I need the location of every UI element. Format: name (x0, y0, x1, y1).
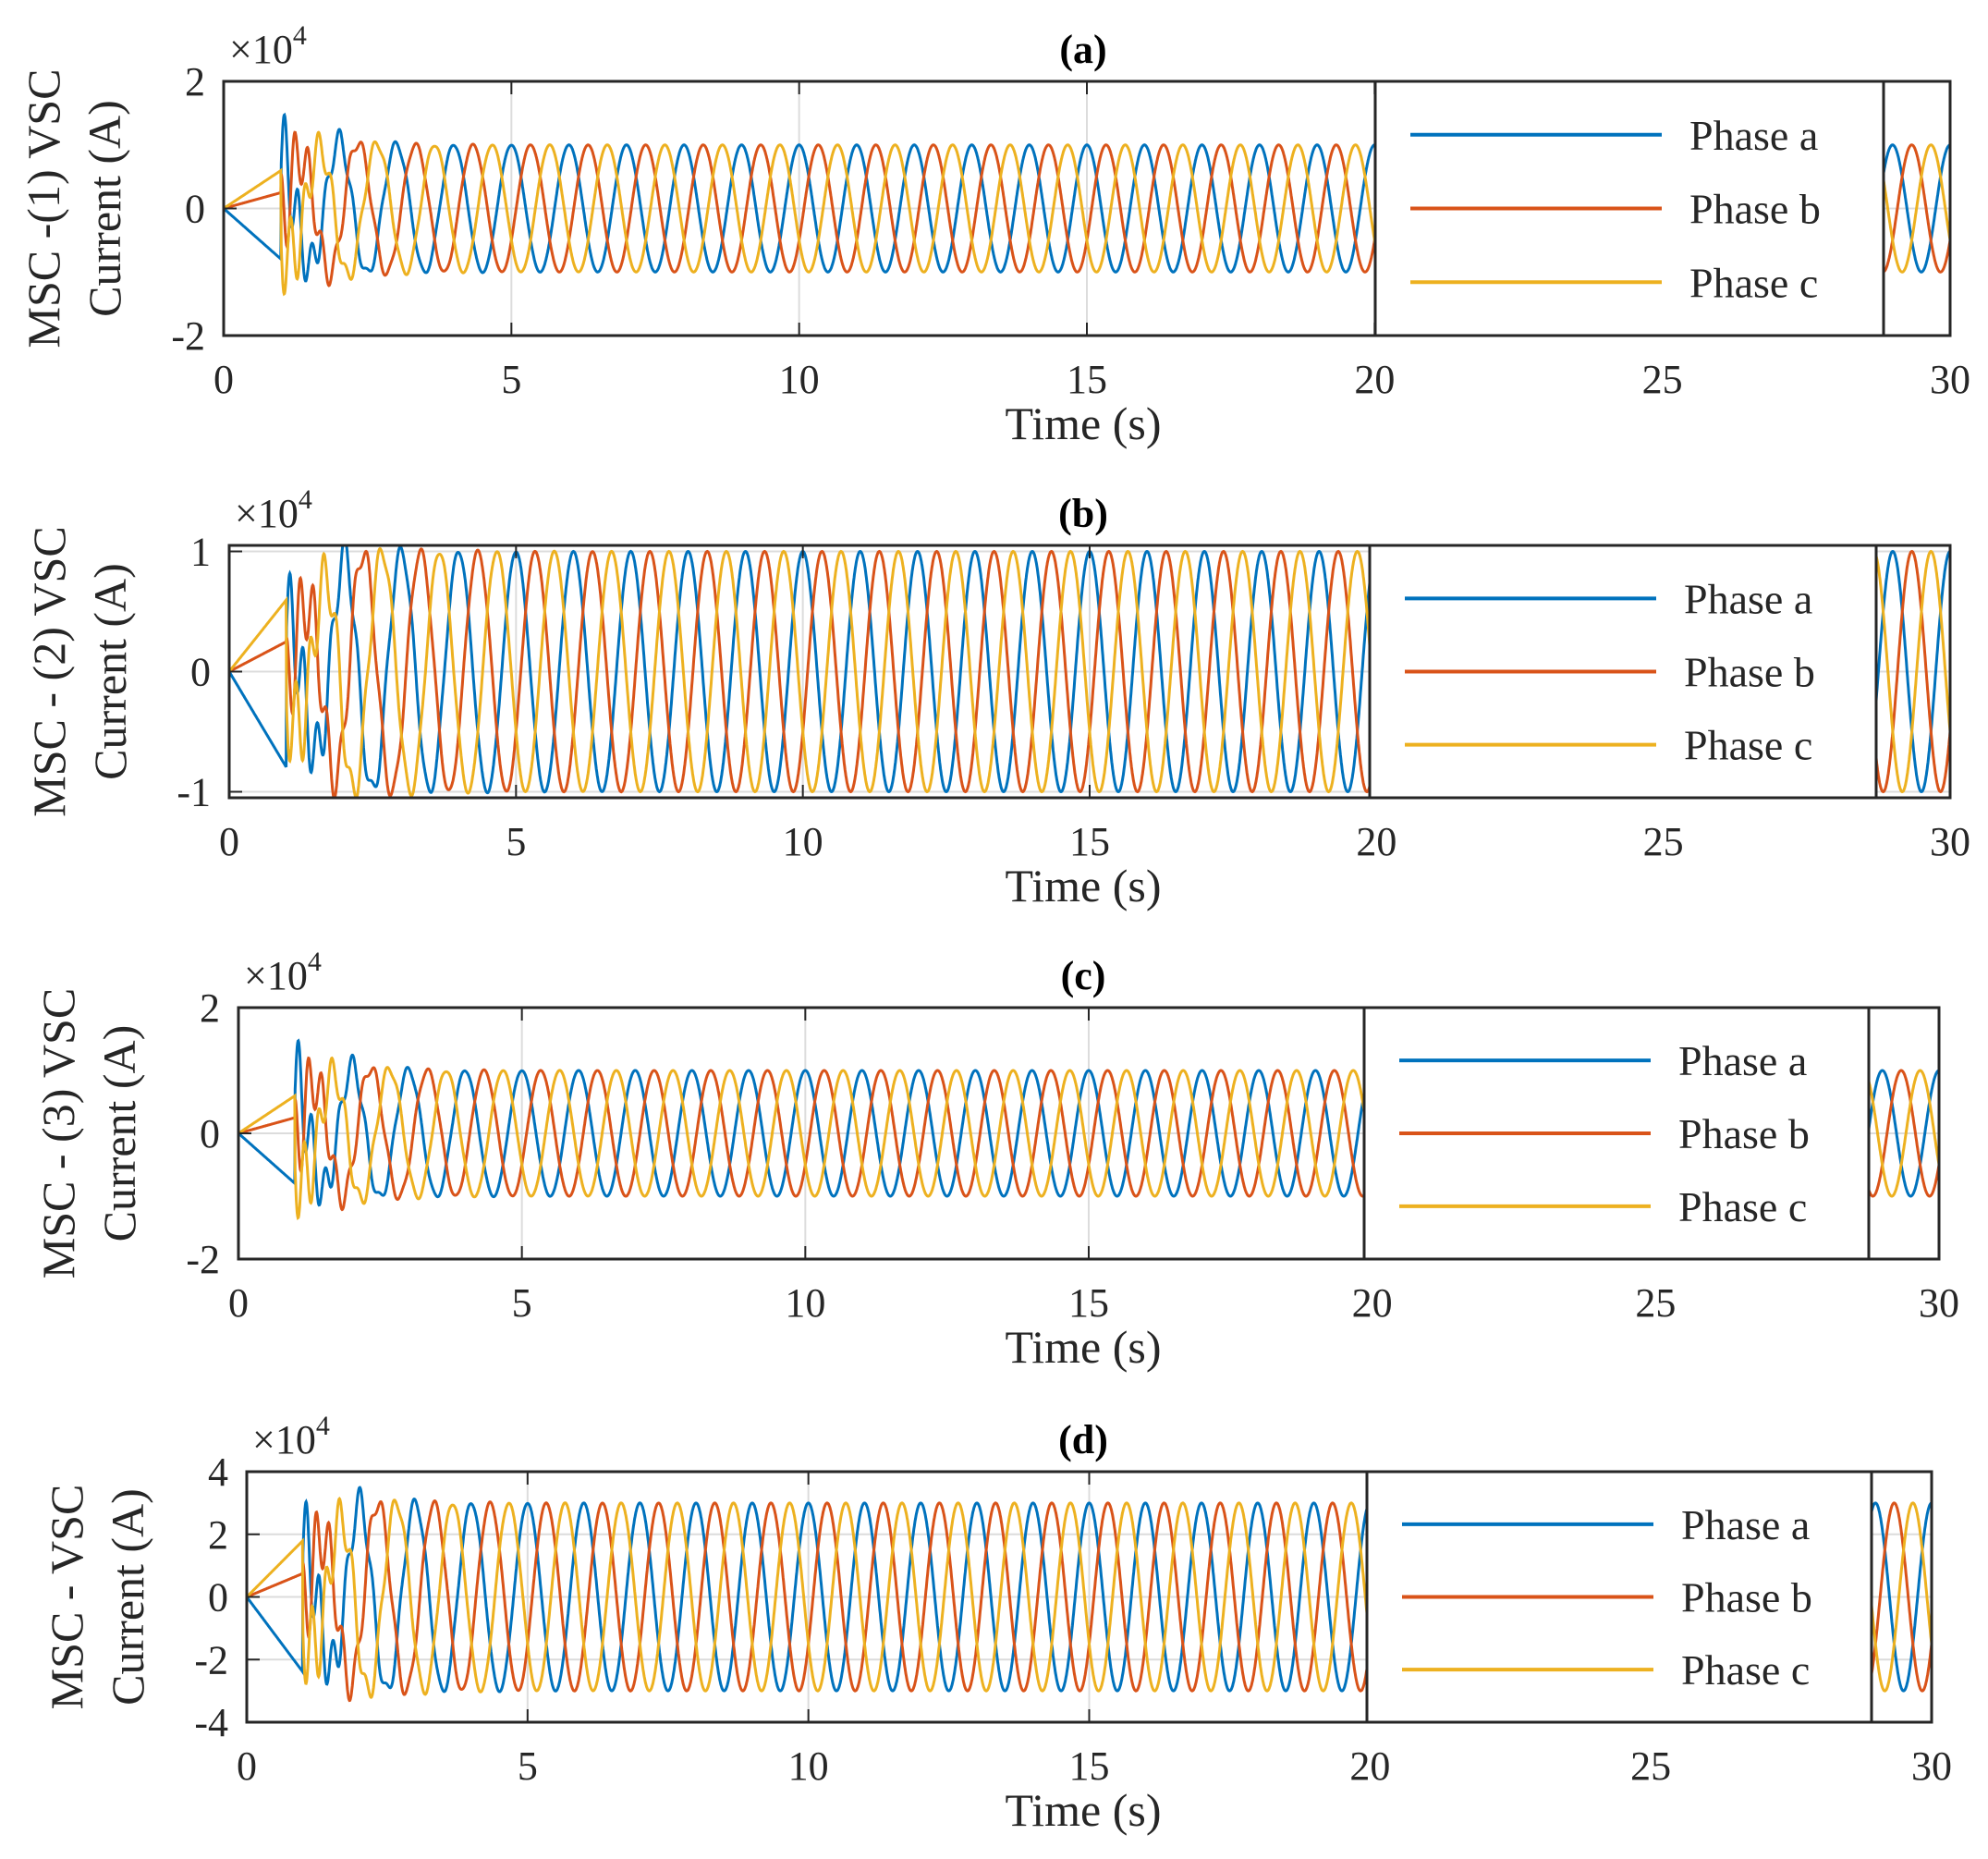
y-tick-label: 0 (185, 187, 205, 232)
legend: Phase a Phase b Phase c (1373, 79, 1885, 337)
x-tick-label: 20 (1356, 819, 1396, 864)
y-tick-label: 0 (200, 1111, 220, 1156)
y-tick-label: -2 (194, 1637, 228, 1682)
legend-label-phase-c: Phase c (1678, 1183, 1807, 1230)
y-tick-label: 2 (185, 59, 205, 104)
x-tick-label: 5 (506, 819, 526, 864)
x-tick-label: 20 (1349, 1743, 1390, 1789)
x-tick-label: 25 (1630, 1743, 1671, 1789)
y-tick-label: 1 (190, 530, 211, 575)
multiplier-exponent: 4 (308, 947, 322, 977)
legend-label-phase-b: Phase b (1689, 186, 1821, 233)
x-tick-label: 15 (1068, 1280, 1109, 1326)
x-axis-label: Time (s) (1005, 1784, 1161, 1836)
x-tick-label: 30 (1930, 819, 1970, 864)
x-tick-label: 10 (788, 1743, 829, 1789)
panel-a: 0 5 10 15 20 25 30-202×104 (a)Time (s)MSC -(1) … (18, 20, 1970, 449)
legend-label-phase-a: Phase a (1681, 1501, 1810, 1548)
x-tick-label: 25 (1635, 1280, 1676, 1326)
x-tick-label: 30 (1919, 1280, 1959, 1326)
y-axis-label-line1: MSC -(1) VSC (18, 69, 69, 349)
multiplier-exponent: 4 (293, 20, 307, 51)
legend: Phase a Phase b Phase c (1365, 1470, 1873, 1724)
y-tick-label: -2 (186, 1237, 220, 1282)
x-axis-label: Time (s) (1005, 860, 1161, 911)
x-tick-label: 15 (1067, 357, 1107, 402)
x-tick-label: 0 (237, 1743, 257, 1789)
y-axis-label-line2: Current (A) (102, 1488, 153, 1706)
x-tick-label: 5 (512, 1280, 532, 1326)
y-axis-label-line1: MSC - (2) VSC (23, 526, 75, 816)
x-tick-label: 25 (1643, 819, 1684, 864)
legend-label-phase-a: Phase a (1689, 112, 1818, 159)
x-tick-label: 15 (1069, 819, 1110, 864)
axis-multiplier: ×104 (252, 1411, 330, 1462)
y-axis-label-line2: Current (A) (79, 100, 130, 317)
multiplier-base: ×10 (229, 27, 293, 72)
y-tick-label: -2 (171, 313, 205, 359)
x-tick-label: 0 (213, 357, 234, 402)
multiplier-exponent: 4 (299, 484, 312, 515)
legend-label-phase-c: Phase c (1684, 722, 1812, 769)
legend-label-phase-c: Phase c (1689, 259, 1818, 306)
x-axis-label: Time (s) (1005, 1321, 1161, 1373)
x-tick-label: 25 (1642, 357, 1683, 402)
legend-label-phase-a: Phase a (1678, 1037, 1807, 1084)
chart-title: (c) (1061, 953, 1106, 998)
multiplier-exponent: 4 (316, 1411, 330, 1441)
y-axis-label-line1: MSC - VSC (41, 1485, 92, 1710)
x-tick-label: 15 (1069, 1743, 1110, 1789)
multiplier-base: ×10 (244, 953, 308, 998)
y-tick-label: 4 (208, 1449, 228, 1495)
x-tick-label: 30 (1911, 1743, 1952, 1789)
chart-title: (b) (1058, 491, 1108, 536)
y-axis-label-line1: MSC - (3) VSC (32, 988, 84, 1278)
legend-label-phase-c: Phase c (1681, 1646, 1810, 1694)
y-tick-label: 2 (208, 1512, 228, 1558)
y-tick-label: -4 (194, 1700, 228, 1745)
x-tick-label: 30 (1930, 357, 1970, 402)
axis-multiplier: ×104 (229, 20, 307, 72)
y-tick-label: -1 (177, 770, 211, 815)
x-tick-label: 0 (228, 1280, 249, 1326)
chart-title: (a) (1059, 27, 1106, 72)
legend: Phase a Phase b Phase c (1362, 1006, 1871, 1261)
multiplier-base: ×10 (235, 491, 299, 536)
y-axis-label-line2: Current (A) (93, 1025, 145, 1242)
x-tick-label: 5 (518, 1743, 538, 1789)
legend-label-phase-b: Phase b (1681, 1574, 1812, 1621)
y-tick-label: 0 (208, 1575, 228, 1621)
y-tick-label: 0 (190, 650, 211, 695)
panel-c: 0 5 10 15 20 25 30-202×104 (c)Time (s)MSC - (3)… (32, 947, 1959, 1373)
legend-label-phase-b: Phase b (1684, 649, 1815, 696)
panel-b: 0 5 10 15 20 25 30-101×104 (b)Time (s)MSC - (2)… (23, 484, 1970, 911)
x-tick-label: 5 (501, 357, 521, 402)
y-tick-label: 2 (200, 985, 220, 1031)
axis-multiplier: ×104 (235, 484, 312, 536)
x-tick-label: 20 (1354, 357, 1395, 402)
x-tick-label: 0 (219, 819, 239, 864)
x-axis-label: Time (s) (1005, 397, 1161, 449)
legend: Phase a Phase b Phase c (1368, 544, 1878, 800)
multiplier-base: ×10 (252, 1417, 316, 1462)
axis-multiplier: ×104 (244, 947, 322, 998)
y-axis-label-line2: Current (A) (84, 563, 136, 780)
x-tick-label: 20 (1352, 1280, 1393, 1326)
x-tick-label: 10 (785, 1280, 825, 1326)
legend-label-phase-a: Phase a (1684, 575, 1812, 622)
chart-title: (d) (1058, 1417, 1108, 1462)
x-tick-label: 10 (779, 357, 820, 402)
x-tick-label: 10 (783, 819, 823, 864)
legend-label-phase-b: Phase b (1678, 1110, 1810, 1157)
